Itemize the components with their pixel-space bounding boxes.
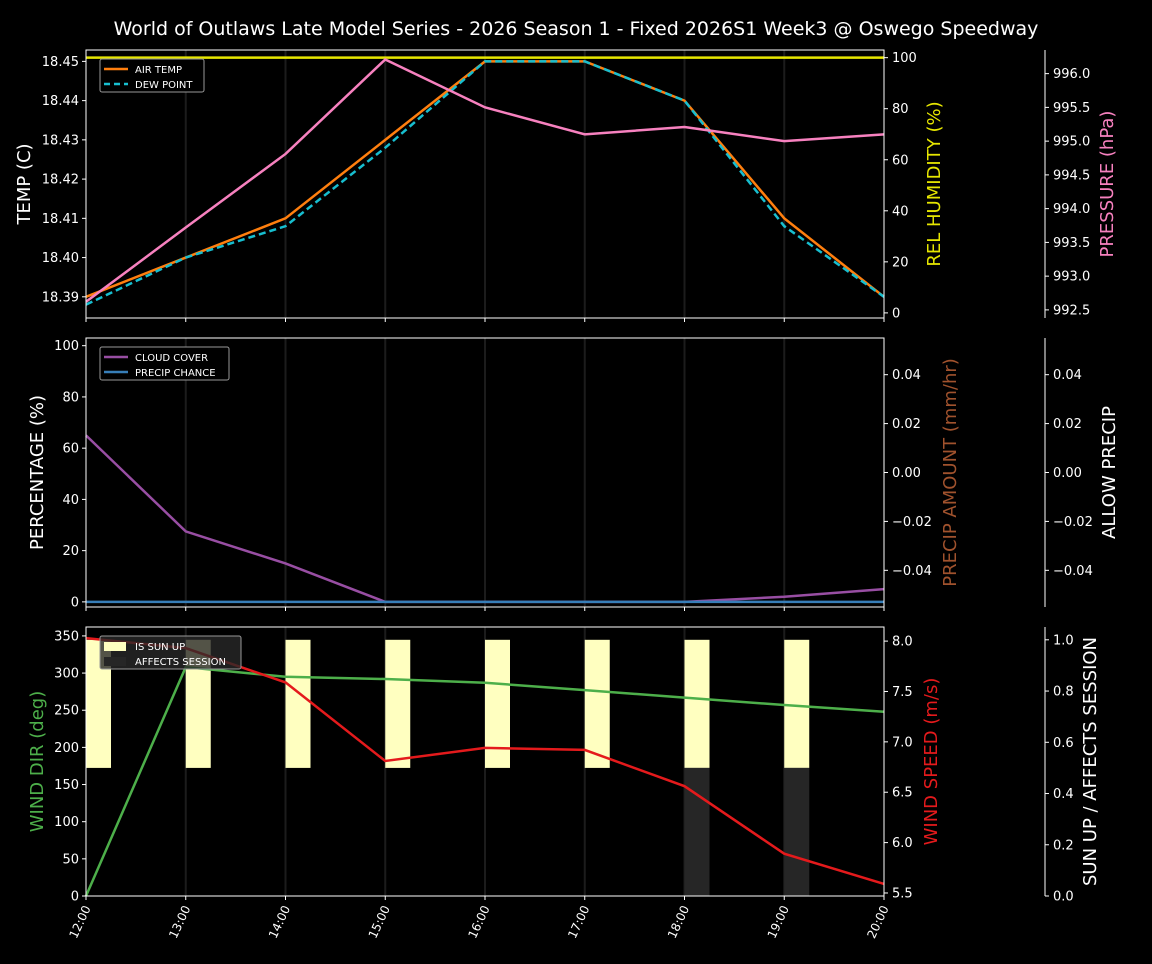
y-tick-label: 20 [62, 544, 79, 559]
y-right2-tick-label: 994.0 [1053, 202, 1090, 217]
y-right-tick-label: 80 [892, 102, 909, 117]
y-right2-tick-label: −0.02 [1053, 515, 1093, 530]
y-right-axis-label: WIND SPEED (m/s) [921, 678, 942, 846]
y-right2-tick-label: 993.0 [1053, 270, 1090, 285]
y-right-tick-label: 20 [892, 255, 909, 270]
y-tick-label: 0 [71, 595, 79, 610]
y-tick-label: 50 [62, 852, 79, 867]
y-tick-label: 18.43 [42, 133, 79, 148]
x-tick-label: 16:00 [465, 903, 492, 940]
y-right2-tick-label: 994.5 [1053, 168, 1090, 183]
affects-session-bar [784, 767, 810, 896]
y-right2-tick-label: 0.2 [1053, 838, 1074, 853]
y-right2-tick-label: 992.5 [1053, 303, 1090, 318]
dew-point-line [85, 60, 885, 306]
y-tick-label: 300 [54, 667, 79, 682]
y-right-tick-label: 100 [892, 51, 917, 66]
y-tick-label: 60 [62, 442, 79, 457]
y-right2-axis-label: SUN UP / AFFECTS SESSION [1080, 637, 1101, 886]
y-tick-label: 18.42 [42, 173, 79, 188]
y-tick-label: 18.41 [42, 212, 79, 227]
y-right-tick-label: 0 [892, 306, 900, 321]
y-tick-label: 250 [54, 704, 79, 719]
y-right2-axis-label: PRESSURE (hPa) [1097, 111, 1118, 258]
legend-label: IS SUN UP [135, 642, 185, 653]
y-right-tick-label: 6.0 [892, 836, 913, 851]
y-right-tick-label: 0.00 [892, 466, 921, 481]
x-tick-label: 19:00 [765, 903, 792, 940]
sun-up-bar [584, 639, 610, 768]
y-axis-label: TEMP (C) [14, 143, 35, 225]
y-right-tick-label: 6.5 [892, 786, 913, 801]
chart-title: World of Outlaws Late Model Series - 202… [114, 18, 1039, 40]
wind-dir-line [84, 665, 885, 897]
y-right2-tick-label: 1.0 [1053, 633, 1074, 648]
legend-box [99, 346, 230, 381]
y-tick-label: 40 [62, 493, 79, 508]
x-tick-label: 17:00 [565, 903, 592, 940]
legend-swatch [104, 642, 126, 651]
x-tick-label: 15:00 [366, 903, 393, 940]
y-right-tick-label: 60 [892, 153, 909, 168]
y-right2-tick-label: 0.8 [1053, 685, 1074, 700]
y-right-tick-label: 7.5 [892, 685, 913, 700]
y-right2-tick-label: −0.04 [1053, 564, 1093, 579]
y-tick-label: 18.40 [42, 251, 79, 266]
y-right2-tick-label: 0.4 [1053, 787, 1074, 802]
legend-box [99, 635, 242, 670]
x-tick-label: 14:00 [266, 903, 293, 940]
legend-swatch [104, 657, 126, 666]
x-tick-label: 13:00 [166, 903, 193, 940]
y-right2-tick-label: 0.6 [1053, 736, 1074, 751]
y-right-tick-label: −0.04 [892, 564, 932, 579]
y-right-tick-label: 0.04 [892, 368, 921, 383]
legend-label: PRECIP CHANCE [135, 368, 216, 379]
y-right2-tick-label: 995.0 [1053, 135, 1090, 150]
y-tick-label: 200 [54, 741, 79, 756]
y-right-tick-label: 0.02 [892, 417, 921, 432]
y-tick-label: 18.39 [42, 290, 79, 305]
x-tick-label: 18:00 [665, 903, 692, 940]
y-right-tick-label: 8.0 [892, 635, 913, 650]
y-right2-tick-label: 993.5 [1053, 236, 1090, 251]
y-tick-label: 0 [71, 890, 79, 905]
y-right2-tick-label: 995.5 [1053, 101, 1090, 116]
sun-up-bar [285, 639, 311, 768]
y-tick-label: 100 [54, 339, 79, 354]
y-right-tick-label: 5.5 [892, 886, 913, 901]
sun-up-bar [485, 639, 510, 768]
y-right-axis-label: REL HUMIDITY (%) [924, 101, 945, 266]
y-right-tick-label: 7.0 [892, 735, 913, 750]
sun-up-bar [784, 639, 810, 768]
legend-label: AFFECTS SESSION [135, 657, 226, 668]
legend-label: CLOUD COVER [135, 353, 208, 364]
y-tick-label: 18.44 [42, 94, 79, 109]
sun-up-bar [684, 639, 710, 768]
legend-label: AIR TEMP [135, 65, 182, 76]
y-right2-tick-label: 0.00 [1053, 466, 1082, 481]
y-right-axis-label: PRECIP AMOUNT (mm/hr) [940, 358, 961, 587]
y-axis-label: PERCENTAGE (%) [27, 395, 48, 550]
affects-session-bar [684, 767, 710, 896]
y-tick-label: 100 [54, 815, 79, 830]
y-axis-label: WIND DIR (deg) [27, 691, 48, 833]
y-tick-label: 150 [54, 778, 79, 793]
y-right2-tick-label: 0.04 [1053, 368, 1082, 383]
y-tick-label: 80 [62, 390, 79, 405]
legend-label: DEW POINT [135, 80, 193, 91]
sun-up-bar [385, 639, 411, 768]
x-tick-label: 20:00 [864, 903, 891, 940]
y-tick-label: 350 [54, 629, 79, 644]
series-3-line [85, 57, 885, 303]
x-tick-label: 12:00 [66, 903, 93, 940]
y-right-tick-label: −0.02 [892, 515, 932, 530]
y-right2-tick-label: 0.0 [1053, 890, 1074, 905]
y-right-tick-label: 40 [892, 204, 909, 219]
y-right2-tick-label: 996.0 [1053, 67, 1090, 82]
y-right2-tick-label: 0.02 [1053, 417, 1082, 432]
y-right2-axis-label: ALLOW PRECIP [1099, 406, 1120, 539]
y-tick-label: 18.45 [42, 55, 79, 70]
